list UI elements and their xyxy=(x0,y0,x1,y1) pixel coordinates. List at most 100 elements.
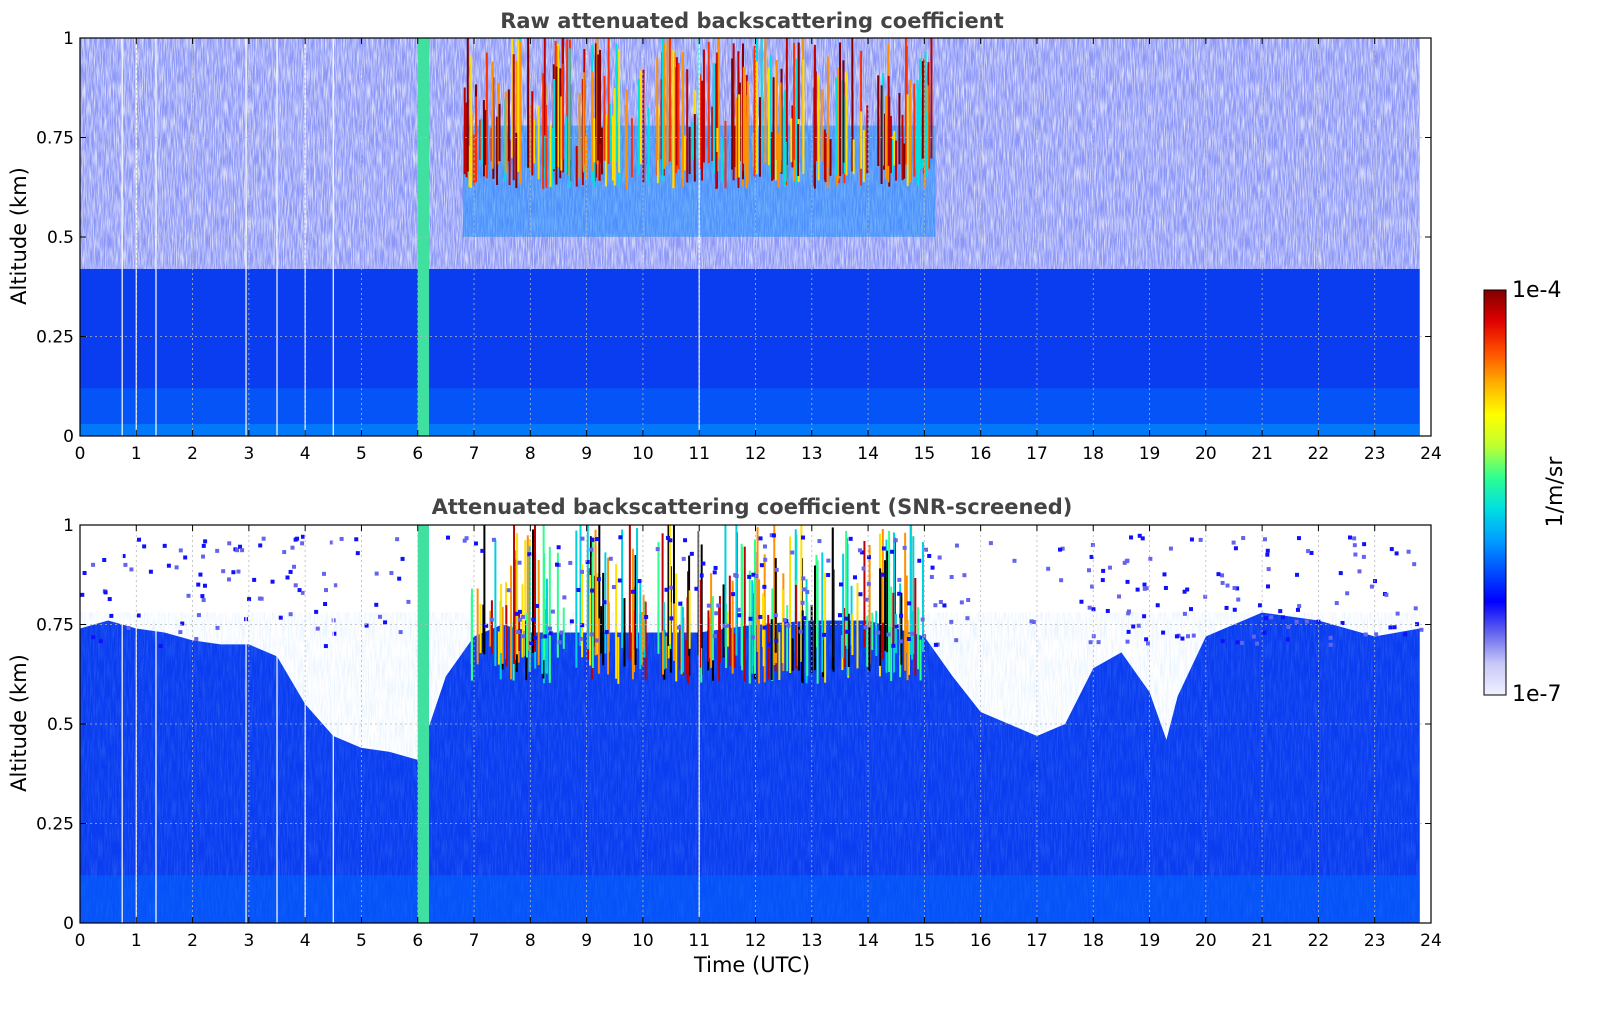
cloud-streak xyxy=(779,82,782,173)
panel1-ylabel: Altitude (km) xyxy=(7,167,31,305)
cloud-streak xyxy=(613,88,616,186)
cloud-streak xyxy=(913,83,916,177)
isolated-pixel xyxy=(1174,634,1179,639)
isolated-pixel xyxy=(774,567,779,572)
isolated-pixel xyxy=(201,543,206,548)
cloud-streak xyxy=(617,637,620,684)
cloud-streak xyxy=(508,139,511,186)
isolated-pixel xyxy=(1096,640,1101,645)
x-tick-label: 16 xyxy=(970,444,992,464)
cloud-streak xyxy=(900,592,903,665)
cloud-streak xyxy=(678,624,681,671)
isolated-pixel xyxy=(121,554,126,559)
isolated-pixel xyxy=(845,629,850,634)
isolated-pixel xyxy=(611,585,616,590)
cloud-streak xyxy=(901,114,904,181)
cloud-streak xyxy=(489,610,492,647)
x-tick-label: 19 xyxy=(1139,444,1161,464)
cloud-streak xyxy=(663,43,666,169)
cloud-streak xyxy=(726,611,729,647)
cloud-streak xyxy=(555,66,558,185)
isolated-pixel xyxy=(858,592,863,597)
cloud-streak xyxy=(604,114,607,187)
cloud-streak xyxy=(609,103,612,162)
isolated-pixel xyxy=(1125,558,1130,563)
cloud-streak xyxy=(905,575,908,653)
isolated-pixel xyxy=(644,614,649,619)
cloud-streak xyxy=(843,97,846,174)
cloud-streak xyxy=(519,41,522,185)
cloud-streak xyxy=(781,589,784,664)
cloud-streak xyxy=(556,552,559,658)
raw-backscatter-panel: Raw attenuated backscattering coefficien… xyxy=(7,9,1442,464)
cloud-streak xyxy=(594,529,597,656)
cloud-streak xyxy=(639,581,642,670)
cloud-streak xyxy=(637,78,640,175)
cloud-streak xyxy=(837,67,840,180)
isolated-pixel xyxy=(790,550,795,555)
cloud-streak xyxy=(778,632,781,680)
cloud-streak xyxy=(770,619,773,680)
isolated-pixel xyxy=(774,638,779,643)
cloud-streak xyxy=(515,132,518,189)
cloud-streak xyxy=(904,38,907,165)
cloud-streak xyxy=(680,600,683,675)
cloud-streak xyxy=(642,594,645,650)
cloud-streak xyxy=(773,525,776,665)
isolated-pixel xyxy=(1262,630,1267,635)
isolated-pixel xyxy=(1142,586,1147,591)
cloud-streak xyxy=(797,42,800,163)
isolated-pixel xyxy=(838,582,843,587)
isolated-pixel xyxy=(1419,627,1424,632)
x-tick-label: 8 xyxy=(525,444,536,464)
isolated-pixel xyxy=(1058,547,1063,552)
isolated-pixel xyxy=(288,612,293,617)
isolated-pixel xyxy=(725,623,730,628)
isolated-pixel xyxy=(194,637,199,642)
cloud-streak xyxy=(930,38,933,159)
isolated-pixel xyxy=(1347,535,1352,540)
isolated-pixel xyxy=(247,597,252,602)
x-tick-label: 4 xyxy=(300,444,311,464)
isolated-pixel xyxy=(1352,543,1357,548)
x-tick-label: 18 xyxy=(1082,931,1104,951)
isolated-pixel xyxy=(568,560,573,565)
isolated-pixel xyxy=(1131,624,1136,629)
cloud-streak xyxy=(741,546,744,671)
cloud-streak xyxy=(906,94,909,187)
isolated-pixel xyxy=(1198,537,1203,542)
cloud-streak xyxy=(743,546,746,682)
cloud-streak xyxy=(801,610,804,684)
isolated-pixel xyxy=(314,609,319,614)
cloud-streak xyxy=(842,553,845,659)
isolated-pixel xyxy=(1235,586,1240,591)
isolated-pixel xyxy=(897,591,902,596)
cloud-streak xyxy=(711,596,714,661)
cloud-streak xyxy=(527,38,530,168)
cloud-streak xyxy=(845,531,848,646)
y-tick-label: 1 xyxy=(63,516,74,536)
isolated-pixel xyxy=(355,551,360,556)
isolated-pixel xyxy=(737,613,742,618)
cloud-streak xyxy=(860,111,863,169)
cloud-streak xyxy=(575,530,578,668)
isolated-pixel xyxy=(1142,582,1147,587)
isolated-pixel xyxy=(1129,535,1134,540)
x-tick-label: 22 xyxy=(1308,931,1330,951)
cloud-streak xyxy=(868,544,871,664)
isolated-pixel xyxy=(655,547,660,552)
isolated-pixel xyxy=(1220,573,1225,578)
isolated-pixel xyxy=(1191,633,1196,638)
cloud-streak xyxy=(479,603,482,654)
isolated-pixel xyxy=(329,540,334,545)
cloud-streak xyxy=(806,601,809,676)
cloud-streak xyxy=(662,630,665,675)
colorbar-min-label: 1e-7 xyxy=(1512,682,1561,707)
cloud-streak xyxy=(862,129,865,183)
cloud-streak xyxy=(775,59,778,160)
cloud-streak xyxy=(823,129,826,180)
isolated-pixel xyxy=(201,554,206,559)
cloud-streak xyxy=(914,577,917,676)
isolated-pixel xyxy=(1395,611,1400,616)
isolated-pixel xyxy=(930,565,935,570)
